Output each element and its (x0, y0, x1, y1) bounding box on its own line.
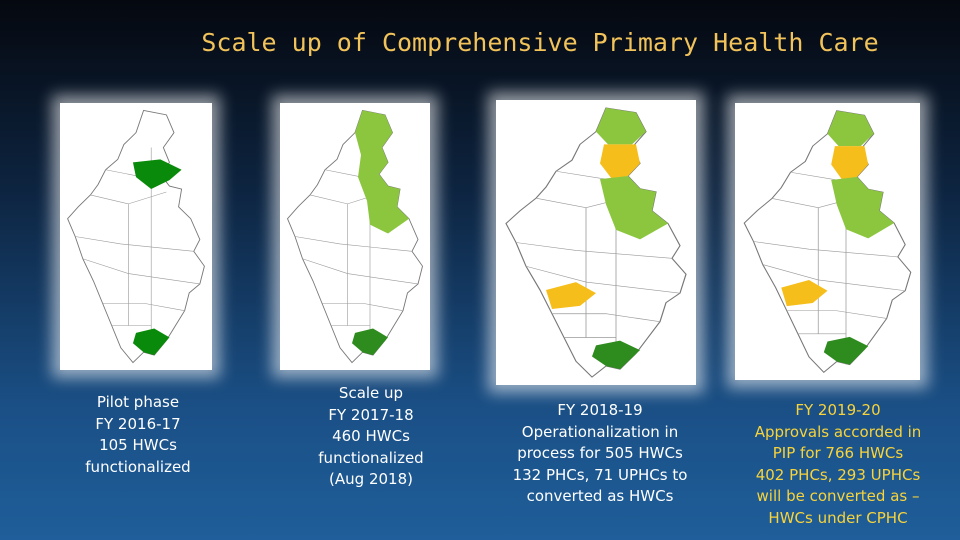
map (60, 103, 212, 370)
caption-line: FY 2018-19 (557, 401, 643, 419)
caption: Scale up FY 2017-18 460 HWCs functionalized… (291, 383, 451, 491)
caption-line: Approvals accorded in (754, 422, 922, 441)
caption-line: 460 HWCs (332, 427, 410, 445)
caption-line: Scale up (338, 384, 404, 402)
caption-line: 105 HWCs (99, 436, 177, 454)
caption: Pilot phase FY 2016-17 105 HWCs functionali… (58, 392, 218, 478)
caption-line: PIP for 766 HWCs (772, 444, 904, 462)
map (280, 103, 430, 370)
caption-line: Operationalization in (521, 422, 679, 441)
caption-line: functionalized (318, 448, 424, 467)
map (496, 100, 696, 385)
caption-line: 402 PHCs, 293 UPHCs (755, 465, 921, 484)
caption-line: process for 505 HWCs (517, 444, 683, 462)
title: Scale up of Comprehensive Primary Health… (201, 28, 879, 57)
caption-line: Pilot phase (96, 393, 180, 411)
caption: FY 2018-19 Operationalization in process f… (500, 400, 700, 508)
caption: FY 2019-20 Approvals accorded in PIP for 7… (738, 400, 938, 529)
caption-line: FY 2016-17 (95, 414, 181, 433)
caption-line: functionalized (85, 457, 191, 476)
caption-line: 132 PHCs, 71 UPHCs to (512, 465, 688, 484)
caption-line: FY 2017-18 (328, 405, 414, 424)
caption-line: FY 2019-20 (795, 401, 881, 419)
caption-line: (Aug 2018) (329, 470, 413, 488)
caption-line: HWCs under CPHC (768, 508, 908, 527)
caption-line: will be converted as – (756, 487, 920, 505)
map (735, 103, 920, 380)
caption-line: converted as HWCs (526, 487, 674, 505)
